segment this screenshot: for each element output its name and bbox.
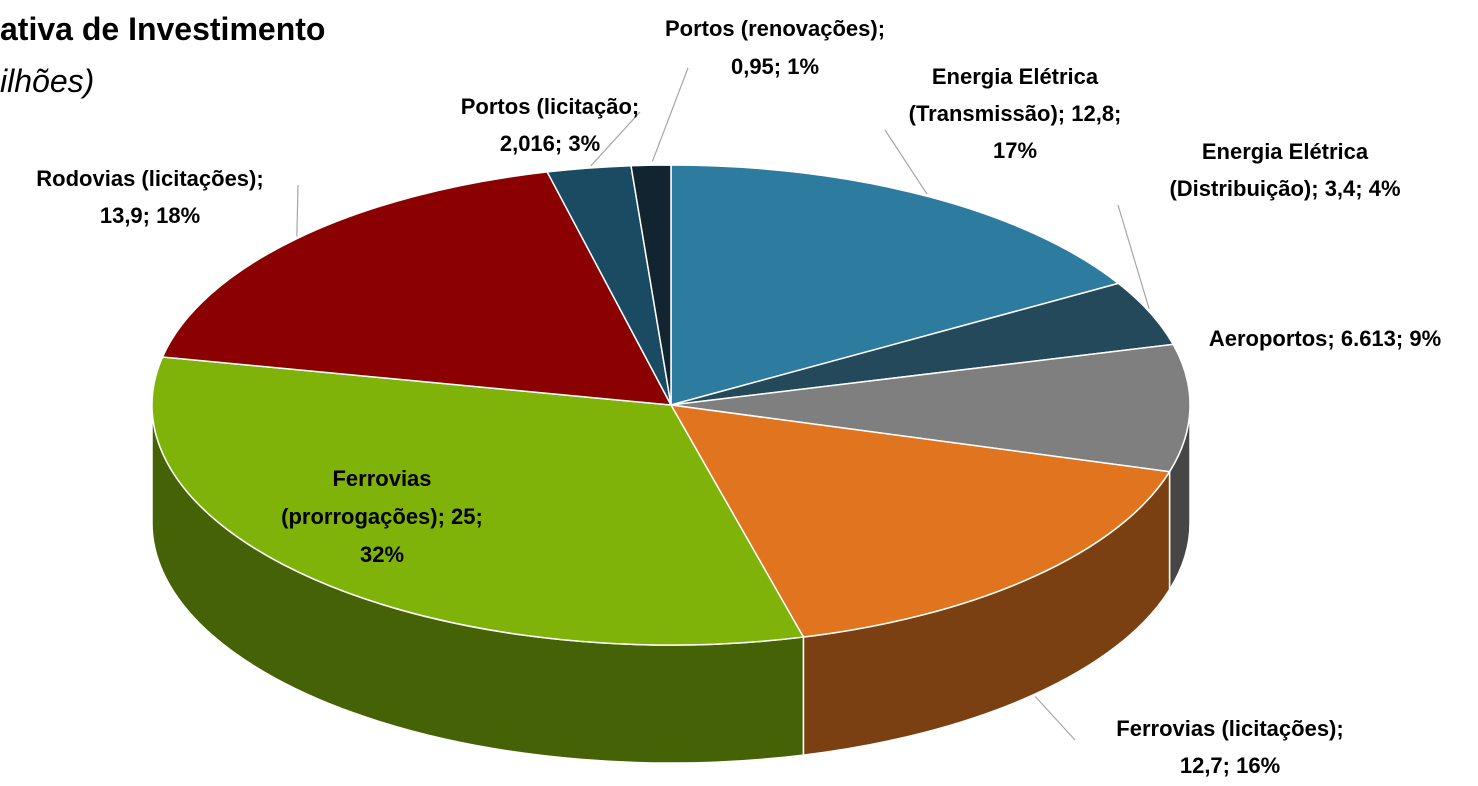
data-label: Portos (licitação; <box>461 94 639 119</box>
leader-line <box>1034 696 1076 741</box>
chart-subtitle: ilhões) <box>0 63 94 99</box>
data-label: 2,016; 3% <box>500 131 600 156</box>
slice <box>161 171 673 406</box>
data-label: 13,9; 18% <box>100 203 200 228</box>
data-label: Rodovias (licitações); <box>36 166 263 191</box>
data-label: Energia Elétrica <box>932 64 1099 89</box>
leader-line <box>296 184 299 237</box>
leader-line <box>590 111 641 167</box>
data-label: 17% <box>993 138 1037 163</box>
leader-line <box>1117 204 1150 309</box>
leader-line <box>884 129 928 195</box>
data-label: (prorrogações); 25; <box>281 504 483 529</box>
data-label: Energia Elétrica <box>1202 139 1369 164</box>
data-label: Ferrovias <box>332 466 431 491</box>
data-label: 12,7; 16% <box>1180 753 1280 778</box>
slice <box>670 164 1121 406</box>
data-label: 0,95; 1% <box>731 54 819 79</box>
data-label: (Transmissão); 12,8; <box>909 101 1122 126</box>
data-label: Ferrovias (licitações); <box>1116 716 1343 741</box>
data-label: Portos (renovações); <box>665 16 885 41</box>
data-label: 32% <box>360 542 404 567</box>
leader-line <box>651 67 689 162</box>
data-label: (Distribuição); 3,4; 4% <box>1169 176 1400 201</box>
slice <box>670 343 1191 473</box>
slice <box>669 404 1171 638</box>
data-label: Aeroportos; 6.613; 9% <box>1209 326 1441 351</box>
slice <box>151 356 805 646</box>
chart-title: ativa de Investimento <box>0 11 325 47</box>
slice <box>630 164 672 406</box>
